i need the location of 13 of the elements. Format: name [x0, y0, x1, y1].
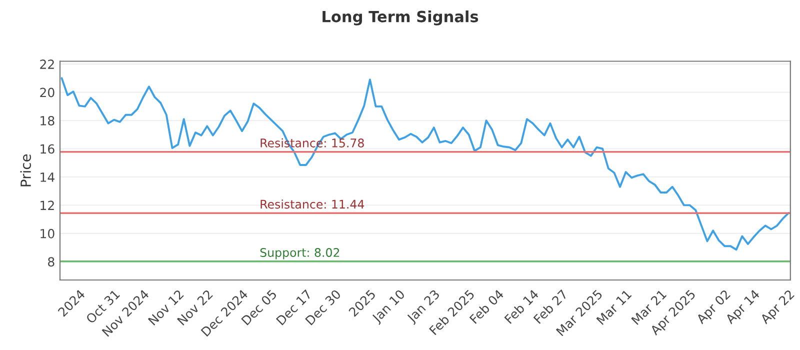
ref-line-label: Support: 8.02 — [260, 248, 340, 260]
y-axis-title: Price — [20, 154, 31, 186]
y-tick-label: 22 — [40, 60, 54, 69]
y-tick-label: 8 — [48, 257, 54, 267]
y-tick-label: 14 — [40, 172, 54, 182]
y-tick-label: 20 — [40, 88, 54, 98]
ref-line-label: Resistance: 11.44 — [260, 200, 364, 209]
y-tick-label: 10 — [40, 228, 54, 238]
y-tick-label: 12 — [40, 200, 54, 210]
chart-title: Long Term Signals — [322, 10, 478, 26]
x-tick-label: Apr 22 — [760, 289, 796, 326]
y-tick-label: 18 — [40, 116, 54, 126]
y-tick-label: 16 — [40, 144, 54, 154]
